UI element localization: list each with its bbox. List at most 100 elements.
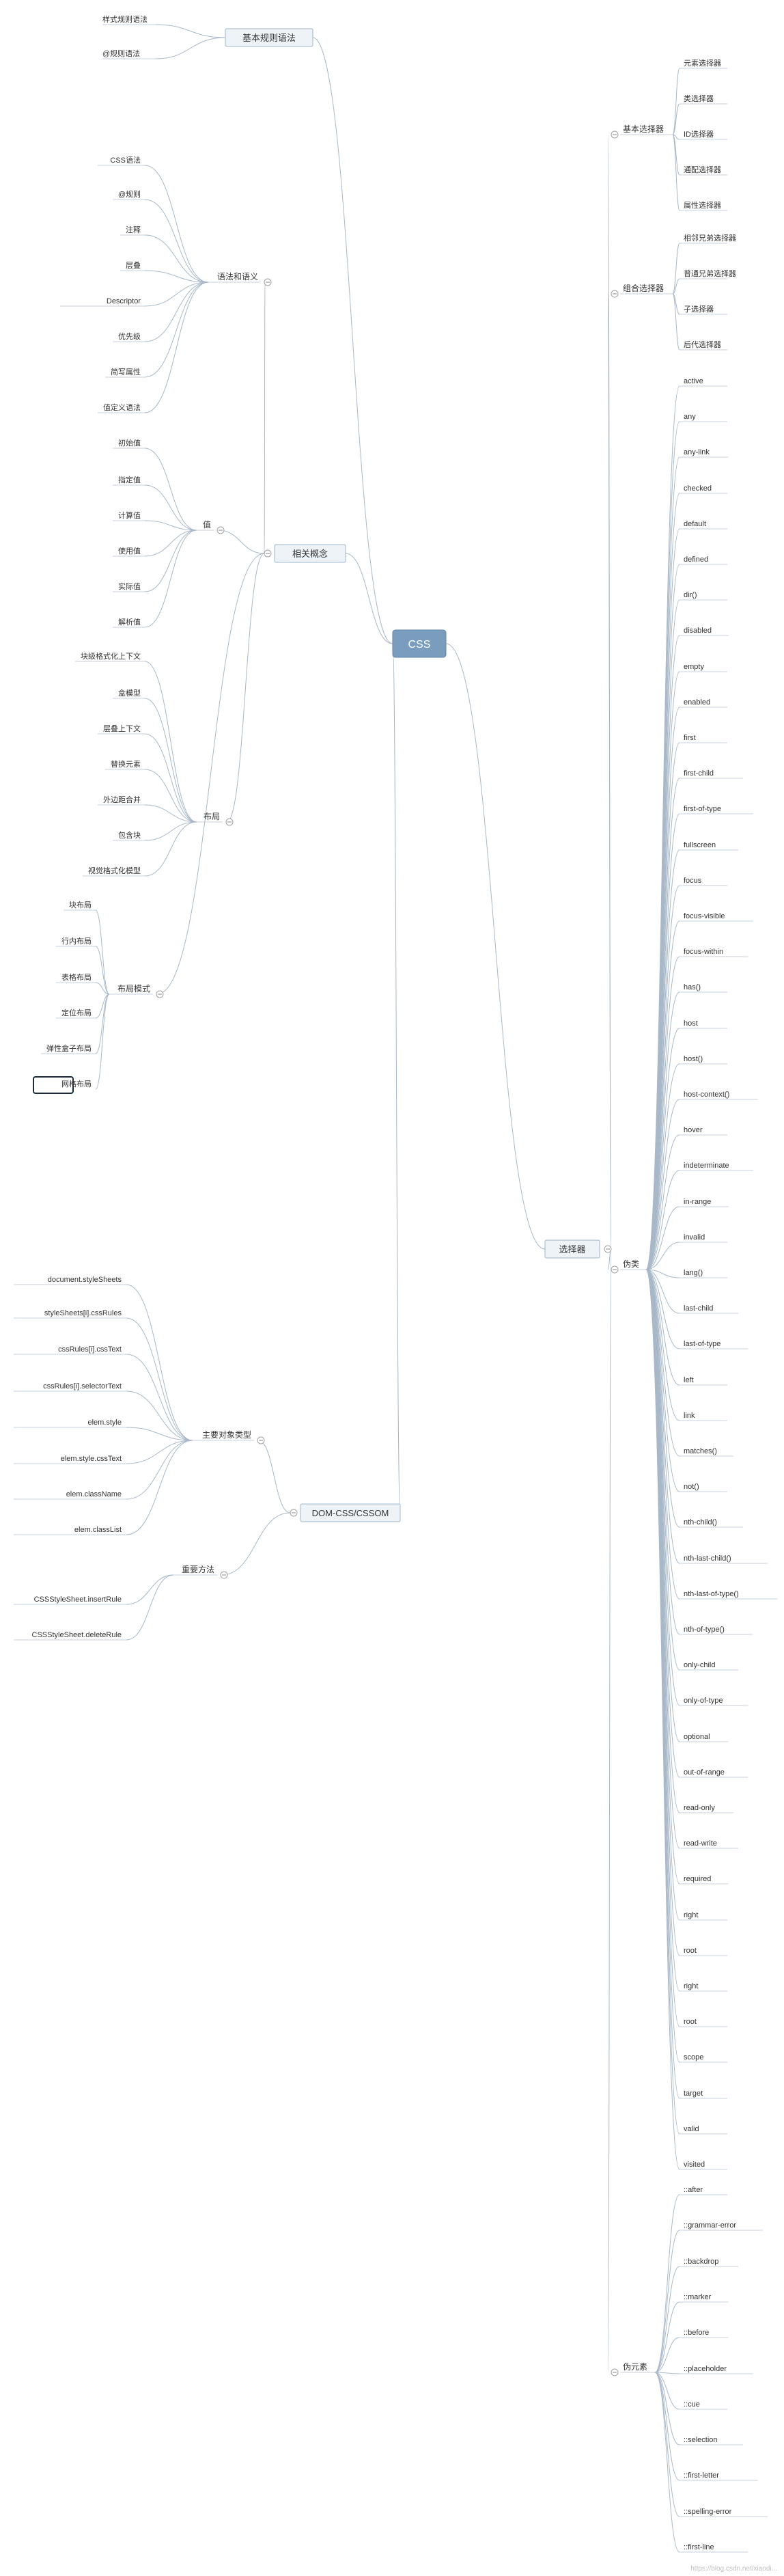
connector-leaf [654, 2372, 680, 2374]
level1-node[interactable] [300, 1503, 401, 1522]
leaf-label: focus-within [684, 948, 723, 956]
leaf-label: nth-last-child() [684, 1554, 731, 1563]
leaf-label: 样式规则语法 [102, 14, 148, 24]
leaf-label: right [684, 1982, 698, 1990]
connector-leaf [654, 2372, 680, 2553]
leaf-label: fullscreen [684, 841, 716, 849]
leaf-label: 后代选择器 [684, 340, 721, 349]
connector-leaf [144, 520, 197, 531]
connector-leaf [645, 1242, 680, 1270]
level1-label: 基本规则语法 [242, 33, 296, 43]
leaf-label: 普通兄弟选择器 [684, 269, 736, 278]
leaf-label: right [684, 1911, 698, 1919]
leaf-label: valid [684, 2125, 699, 2133]
leaf-label: 行内布局 [61, 936, 92, 946]
connector-leaf [645, 1269, 680, 1457]
leaf-label: 包含块 [118, 830, 141, 840]
leaf-label: enabled [684, 698, 710, 707]
leaf-label: 弹性盒子布局 [46, 1043, 92, 1053]
leaf-label: elem.style.cssText [61, 1455, 122, 1463]
leaf-label: 初始值 [118, 438, 141, 448]
connector-leaf [126, 1284, 193, 1441]
connector-leaf [645, 421, 680, 1270]
level2-label: 伪类 [623, 1259, 639, 1269]
level2-label: 布局 [204, 812, 220, 821]
connector-leaf [645, 1170, 680, 1270]
leaf-label: first-of-type [684, 805, 721, 813]
connector-leaf [144, 282, 209, 378]
leaf-label: focus-visible [684, 912, 725, 920]
leaf-label: in-range [684, 1198, 711, 1206]
connector-leaf [144, 698, 197, 823]
connector-leaf [144, 448, 197, 531]
leaf-label: host-context() [684, 1091, 729, 1099]
level2-label: 基本选择器 [623, 124, 664, 134]
connector-leaf [144, 821, 197, 877]
leaf-label: 指定值 [118, 475, 141, 484]
leaf-label: 值定义语法 [103, 402, 141, 412]
leaf-label: ::before [684, 2329, 709, 2337]
connector-leaf [144, 821, 197, 841]
leaf-label: 替换元素 [111, 759, 141, 769]
connector-leaf [95, 994, 110, 1090]
connector-leaf [645, 1269, 680, 1314]
highlighted-leaf-box[interactable] [33, 1076, 74, 1094]
connector-leaf [645, 1269, 680, 1421]
leaf-label: ::after [684, 2186, 703, 2194]
level2-label: 组合选择器 [623, 283, 664, 293]
connector-leaf [144, 530, 197, 557]
leaf-label: any [684, 413, 696, 421]
connector-leaf [654, 2301, 680, 2373]
level1-node[interactable] [225, 28, 313, 47]
level1-node[interactable] [544, 1239, 600, 1259]
level1-node[interactable] [274, 544, 346, 563]
connector-leaf [126, 1390, 193, 1441]
connector-leaf [95, 982, 110, 995]
leaf-label: read-write [684, 1839, 717, 1848]
connector-leaf [126, 1440, 193, 1464]
connector-l2 [217, 530, 265, 554]
leaf-label: not() [684, 1483, 699, 1491]
leaf-label: indeterminate [684, 1162, 729, 1170]
leaf-label: ::spelling-error [684, 2508, 732, 2516]
leaf-label: last-of-type [684, 1340, 720, 1348]
leaf-label: 元素选择器 [684, 58, 721, 68]
leaf-label: 计算值 [118, 510, 141, 520]
leaf-label: 表格布局 [61, 972, 92, 982]
leaf-label: invalid [684, 1233, 705, 1242]
level2-label: 布局模式 [117, 984, 150, 994]
connector-l2 [607, 293, 612, 1250]
leaf-label: 解析值 [118, 617, 141, 627]
leaf-label: Descriptor [107, 297, 141, 305]
connector-leaf [672, 243, 680, 294]
leaf-label: out-of-range [684, 1768, 725, 1777]
connector-leaf [645, 1269, 680, 1528]
connector-leaf [645, 1269, 680, 1492]
leaf-label: 通配选择器 [684, 165, 721, 174]
connector-l2 [156, 553, 265, 995]
level2-label: 值 [203, 519, 211, 530]
leaf-label: visited [684, 2161, 705, 2169]
leaf-label: lang() [684, 1269, 703, 1277]
root-node[interactable] [392, 629, 447, 658]
connector-leaf [126, 1317, 193, 1441]
connector-leaf [672, 103, 680, 135]
leaf-label: 网格布局 [61, 1079, 92, 1088]
leaf-label: 注释 [126, 225, 141, 234]
leaf-label: target [684, 2089, 703, 2098]
connector-leaf [654, 2372, 680, 2410]
connector-leaf [654, 2266, 680, 2373]
leaf-label: defined [684, 556, 708, 564]
connector-leaf [645, 920, 680, 1270]
connector-layer [95, 24, 680, 2553]
leaf-label: @规则 [118, 189, 141, 199]
connector-leaf [95, 994, 110, 1054]
leaf-label: disabled [684, 627, 712, 635]
leaf-label: elem.style [87, 1419, 122, 1427]
connector-leaf [672, 68, 680, 135]
leaf-label: has() [684, 983, 701, 991]
leaf-label: 简写属性 [111, 367, 141, 376]
connector-leaf [672, 134, 680, 211]
leaf-label: 实际值 [118, 581, 141, 591]
